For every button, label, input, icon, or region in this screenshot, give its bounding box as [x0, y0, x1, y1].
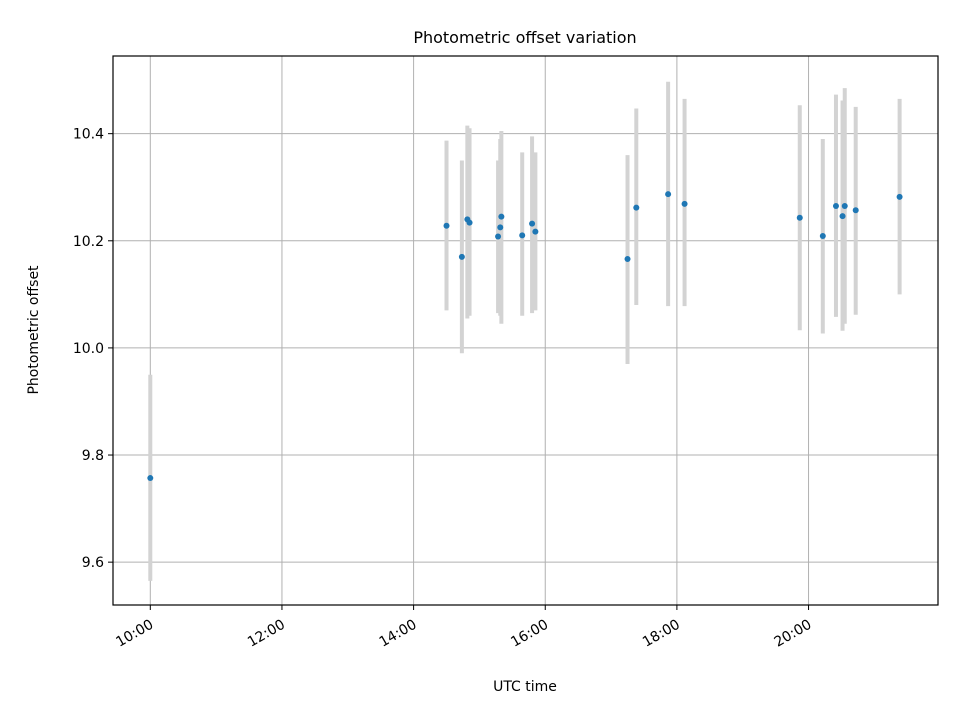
y-axis-ticks: 9.6 9.8 10.0 10.2 10.4: [73, 127, 113, 571]
x-tick-label: 18:00: [640, 617, 683, 651]
data-point: [519, 232, 526, 239]
data-point: [841, 202, 848, 209]
x-tick-label: 20:00: [772, 617, 815, 651]
data-point: [624, 255, 631, 262]
data-point: [839, 213, 846, 220]
data-point: [466, 219, 473, 226]
data-point: [832, 202, 839, 209]
data-point: [498, 213, 505, 220]
data-point: [819, 232, 826, 239]
data-point: [495, 233, 502, 240]
data-point: [147, 475, 154, 482]
data-point: [681, 200, 688, 207]
data-points: [147, 191, 903, 482]
data-point: [896, 193, 903, 200]
data-point: [796, 214, 803, 221]
x-axis-ticks: 10:00 12:00 14:00 16:00 18:00 20:00: [113, 605, 815, 651]
grid: [113, 56, 938, 605]
data-point: [633, 204, 640, 211]
x-tick-label: 12:00: [245, 617, 288, 651]
data-point: [532, 228, 539, 235]
data-point: [665, 191, 672, 198]
chart-title: Photometric offset variation: [413, 28, 636, 47]
x-axis-label: UTC time: [493, 679, 557, 695]
data-point: [443, 222, 450, 229]
y-tick-label: 9.8: [82, 448, 104, 464]
x-tick-label: 16:00: [508, 617, 551, 651]
error-bars: [148, 81, 902, 581]
data-point: [852, 207, 859, 214]
plot-frame: [112, 55, 939, 606]
x-tick-label: 10:00: [113, 617, 156, 651]
y-tick-label: 10.2: [73, 234, 104, 250]
x-tick-label: 14:00: [377, 617, 420, 651]
y-tick-label: 10.4: [73, 127, 104, 143]
data-point: [497, 224, 504, 231]
y-tick-label: 9.6: [82, 555, 104, 571]
y-axis-label: Photometric offset: [26, 265, 42, 395]
data-point: [458, 253, 465, 260]
y-tick-label: 10.0: [73, 341, 104, 357]
data-point: [529, 220, 536, 227]
